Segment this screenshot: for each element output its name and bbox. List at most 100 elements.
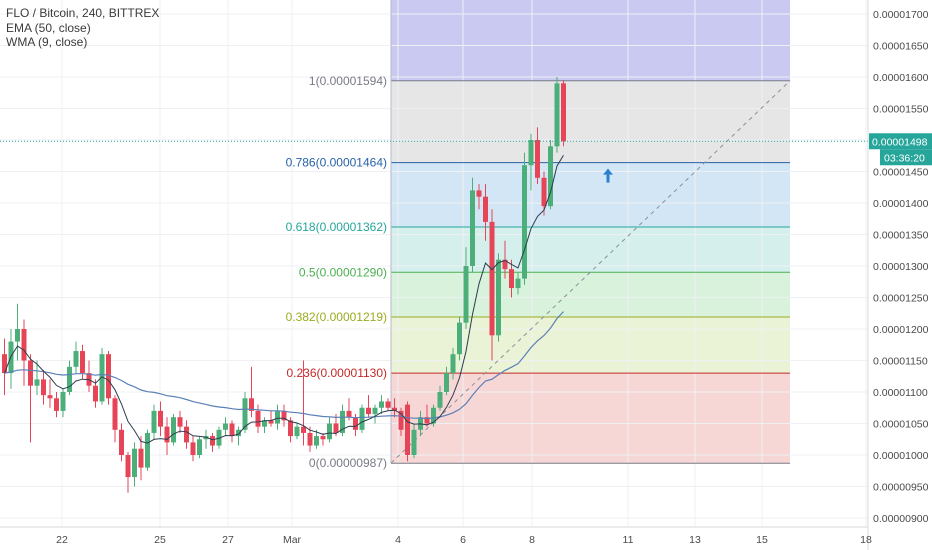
candle-body	[463, 266, 469, 323]
fib-level-label: 0.786(0.00001464)	[286, 156, 387, 170]
candle-body	[67, 366, 72, 392]
candle-body	[28, 360, 33, 386]
y-tick-label: 0.00000900	[873, 513, 929, 525]
candle-body	[288, 420, 293, 437]
candle-body	[60, 392, 66, 411]
y-tick-label: 0.00001000	[873, 450, 929, 462]
candle-body	[242, 398, 248, 430]
fib-band	[391, 226, 790, 273]
countdown-badge	[880, 149, 932, 166]
fib-band	[391, 272, 790, 318]
candle-body	[255, 410, 261, 427]
candle-body	[502, 259, 508, 270]
fib-band	[391, 80, 790, 163]
y-tick-label: 0.00001700	[873, 9, 929, 21]
last-price-label: 0.00001498	[872, 136, 928, 148]
x-tick-label: 25	[154, 534, 166, 546]
candle-body	[281, 410, 287, 421]
y-tick-label: 0.00001350	[873, 230, 929, 242]
x-tick-label: 22	[56, 534, 68, 546]
candle-body	[379, 401, 384, 408]
y-tick-label: 0.00001550	[873, 104, 929, 116]
ema-line	[4, 311, 564, 420]
fib-lines: 1(0.00001594) 0.786(0.00001464) 0.618(0.00…	[286, 0, 791, 470]
candle-body	[2, 354, 7, 374]
candle-body	[359, 407, 365, 430]
y-tick-label: 0.00001600	[873, 72, 929, 84]
candle-body	[93, 385, 98, 402]
candle-body	[236, 429, 241, 437]
y-tick-label: 0.00001450	[873, 167, 929, 179]
fib-level-label: 0.618(0.00001362)	[286, 220, 387, 234]
candle-body	[106, 354, 111, 399]
candle-body	[353, 417, 358, 430]
candle-body	[216, 429, 222, 446]
candle-body	[522, 165, 527, 279]
candle-body	[21, 329, 27, 361]
candle-body	[424, 417, 430, 424]
countdown-label: 03:36:20	[884, 152, 925, 164]
candle-body	[210, 436, 215, 446]
y-tick-label: 0.00001050	[873, 419, 929, 431]
candle-body	[450, 354, 456, 374]
candle-body	[15, 329, 20, 342]
fib-level-label: 0(0.00000987)	[309, 456, 387, 470]
y-tick-label: 0.00001650	[873, 41, 929, 53]
fib-level-label: 0.382(0.00001219)	[286, 310, 387, 324]
candle-body	[320, 436, 326, 440]
fib-level-label: 1(0.00001594)	[309, 74, 387, 88]
y-tick-label: 0.00001200	[873, 324, 929, 336]
x-tick-label: 15	[756, 534, 768, 546]
x-tick-label: 6	[460, 534, 466, 546]
candle-body	[541, 177, 547, 207]
candles	[2, 77, 566, 493]
y-tick-label: 0.00001300	[873, 261, 929, 273]
candle-body	[177, 417, 183, 427]
ema-legend: EMA (50, close)	[6, 20, 91, 35]
candle-body	[437, 392, 443, 408]
candle-body	[509, 269, 514, 289]
candle-body	[333, 423, 339, 433]
candle-body	[340, 410, 345, 433]
candle-body	[483, 196, 488, 222]
candle-body	[496, 259, 501, 336]
candle-body	[184, 426, 189, 443]
candle-body	[99, 354, 105, 402]
y-tick-label: 0.00000950	[873, 482, 929, 494]
candle-body	[47, 395, 53, 399]
x-tick-label: 8	[529, 534, 535, 546]
candle-body	[385, 401, 391, 408]
symbol-title: FLO / Bitcoin, 240, BITTREX	[6, 6, 160, 20]
candle-body	[327, 423, 332, 440]
candle-body	[515, 278, 521, 289]
candle-body	[34, 379, 40, 386]
candle-body	[262, 420, 267, 427]
candle-body	[132, 448, 137, 478]
candle-body	[164, 426, 170, 443]
candle-body	[145, 432, 150, 468]
candle-body	[171, 417, 176, 443]
chart-legend: FLO / Bitcoin, 240, BITTREX EMA (50, clo…	[6, 6, 159, 50]
wma-line	[4, 155, 564, 444]
candle-body	[190, 442, 196, 455]
candle-body	[554, 83, 560, 147]
candle-body	[80, 351, 85, 374]
grid	[0, 0, 868, 527]
candle-body	[229, 423, 235, 437]
fib-band	[391, 373, 790, 464]
candle-body	[470, 190, 475, 266]
y-tick-label: 0.00001150	[873, 356, 928, 368]
candle-body	[73, 351, 79, 367]
candle-body	[561, 83, 566, 142]
candle-body	[346, 410, 352, 418]
candle-body	[151, 410, 157, 433]
candle-body	[125, 455, 131, 478]
candle-body	[249, 398, 254, 411]
candle-body	[548, 146, 553, 207]
last-price-badge	[869, 133, 932, 150]
candle-body	[41, 379, 46, 396]
fib-level-label: 0.5(0.00001290)	[299, 265, 387, 279]
candle-body	[372, 407, 378, 415]
